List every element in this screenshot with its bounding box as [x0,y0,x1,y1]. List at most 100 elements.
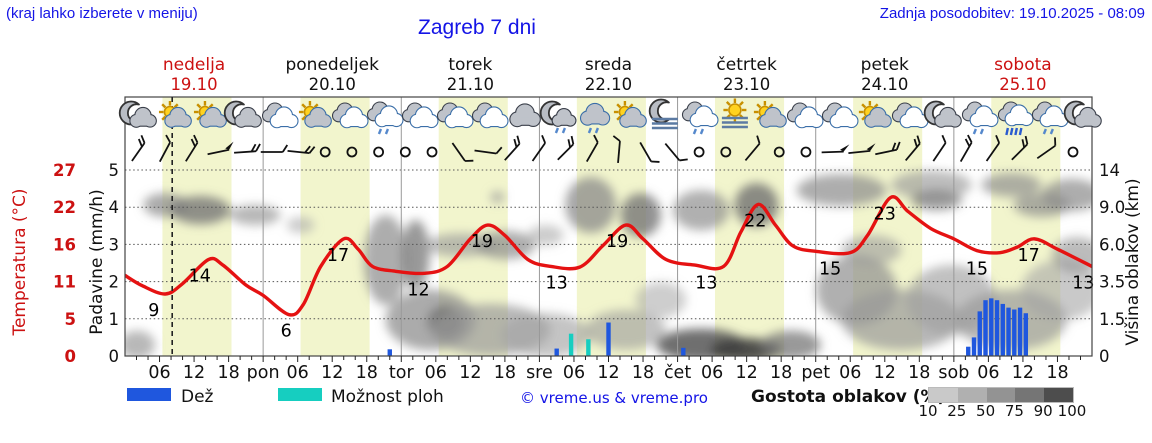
day-date: 24.10 [861,75,909,94]
wind-barb-icon [234,143,261,154]
wind-calm-icon [426,146,438,158]
svg-text:2: 2 [109,273,120,292]
svg-text:17: 17 [1018,246,1040,266]
svg-text:12: 12 [459,363,481,383]
density-scale-tick: 75 [1004,402,1024,420]
svg-text:23: 23 [874,205,896,225]
day-date: 25.10 [999,75,1047,94]
svg-text:pon: pon [247,363,280,383]
svg-text:9: 9 [148,301,159,321]
svg-text:tor: tor [389,363,415,383]
wind-barb-icon [185,134,199,162]
weather-icon-clouds-drizzle [681,101,719,135]
svg-text:3.5: 3.5 [1099,273,1125,292]
svg-text:5: 5 [109,161,120,180]
cloud-density-scale-ticks: 10 25 50 75 90 100 [918,402,1086,420]
svg-text:pet: pet [801,363,830,383]
svg-text:18: 18 [908,363,930,383]
svg-text:13: 13 [695,273,717,293]
showers-legend-label: Možnost ploh [331,387,444,407]
plot-grid [125,97,1092,356]
svg-text:18: 18 [770,363,792,383]
wind-barb-icon [875,141,901,156]
showers-legend-swatch [278,388,322,401]
rain-legend-label: Dež [181,387,214,407]
weather-icon-sun-cloud [298,101,332,128]
wind-calm-icon [693,146,705,158]
wind-barb-icon [744,135,761,162]
weather-icon-cloud-drizzle [579,102,611,134]
svg-text:14: 14 [189,267,211,287]
svg-text:18: 18 [356,363,378,383]
svg-text:13: 13 [1072,273,1094,293]
wind-barb-icon [932,134,947,162]
day-date: 19.10 [170,75,218,94]
svg-text:06: 06 [287,363,309,383]
wind-calm-icon [773,146,785,158]
day-name: ponedeljek [285,55,379,75]
wind-barb-icon [557,135,575,161]
wind-barbs [131,134,1079,164]
svg-text:5: 5 [65,310,76,329]
wind-barb-icon [985,134,1001,162]
svg-text:6.0: 6.0 [1099,235,1125,254]
svg-text:17: 17 [327,246,349,266]
copyright-link[interactable]: © vreme.us & vreme.pro [520,389,708,407]
weather-icon-moon-fog [648,98,678,130]
svg-text:1: 1 [109,310,120,329]
svg-text:27: 27 [53,161,76,180]
wind-barb-icon [904,135,921,162]
svg-text:sre: sre [526,363,553,383]
svg-text:06: 06 [977,363,999,383]
svg-text:06: 06 [148,363,170,383]
wind-barb-icon [287,145,316,155]
last-update-text: Zadnja posodobitev: 19.10.2025 - 08:09 [879,5,1145,22]
weather-icon-clouds [471,102,509,129]
wind-calm-icon [319,146,331,158]
day-date: 23.10 [723,75,771,94]
svg-text:15: 15 [966,260,988,280]
svg-text:1.5: 1.5 [1099,310,1125,329]
wind-barb-icon [504,135,521,161]
svg-text:12: 12 [874,363,896,383]
weather-icon-clouds [821,102,859,129]
wind-calm-icon [1067,146,1079,158]
axis-tick-labels: 27 22 16 11 5 0 5 4 3 2 1 0 14 9.0 6.0 3.5 1.5 0 [53,161,1125,366]
weather-icon-clouds-drizzle [366,101,404,135]
weather-icons [118,98,1102,136]
wind-barb-icon [1036,137,1057,160]
weather-icon-sun-fog [721,98,748,129]
rain-bars [387,298,1029,356]
weather-icon-clouds [436,102,474,129]
weather-icon-clouds [401,102,439,129]
svg-text:22: 22 [744,211,766,231]
wind-calm-icon [373,146,385,158]
cloud-density-legend-label: Gostota oblakov (%) [751,387,946,407]
wind-barb-icon [474,146,503,155]
density-scale-segment [957,388,987,402]
svg-text:3: 3 [109,235,120,254]
weather-icon-sun-cloud [753,101,787,128]
day-header-torek: torek 21.10 [400,56,540,95]
weather-icon-clouds [891,102,929,129]
weather-icon-sun-cloud [193,101,227,128]
day-date: 21.10 [446,75,494,94]
weather-icon-clouds [331,102,369,129]
svg-text:12: 12 [1012,363,1034,383]
day-header-ponedeljek: ponedeljek 20.10 [262,55,402,95]
wind-calm-icon [800,146,812,158]
wind-barb-icon [664,142,688,162]
wind-barb-icon [207,141,234,156]
day-header-sobota: sobota 25.10 [953,55,1093,95]
svg-text:19: 19 [471,232,493,252]
weather-icon-sun-cloud [613,101,647,128]
weather-icon-moon-cloud [923,100,962,128]
page-title: Zagreb 7 dni [418,16,536,39]
svg-text:sob: sob [938,363,969,383]
svg-text:18: 18 [494,363,516,383]
day-date: 20.10 [308,75,356,94]
svg-text:čet: čet [664,363,691,383]
day-name: sobota [994,55,1052,75]
rain-legend-swatch [127,388,171,401]
svg-text:06: 06 [425,363,447,383]
